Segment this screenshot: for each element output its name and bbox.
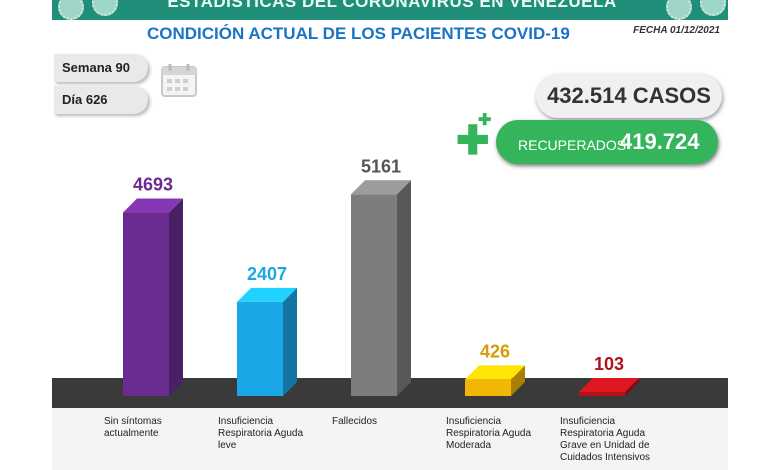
bar-side [169, 198, 183, 396]
bar-value-label: 2407 [247, 264, 287, 284]
recovered-panel: RECUPERADOS 419.724 [496, 120, 718, 164]
bar-chart-svg: 4693 2407 5161 426 103 [52, 156, 728, 470]
plus-icon: ✚ [478, 112, 492, 129]
category-label: Sin síntomas actualmente [104, 416, 162, 439]
bar-top [237, 287, 297, 302]
recovered-value: 419.724 [620, 129, 700, 154]
category-label: Insuficiencia Respiratoria Aguda Grave e… [560, 416, 651, 463]
bar-side [625, 377, 639, 396]
category-label: Insuficiencia Respiratoria Aguda leve [218, 416, 304, 451]
bar-top [351, 180, 411, 195]
infographic: ESTADISTICAS DEL CORONAVIRUS EN VENEZUEL… [52, 0, 728, 470]
chart-baseline-panel [52, 408, 728, 470]
bar-value-label: 4693 [133, 175, 173, 195]
report-date: FECHA 01/12/2021 [633, 25, 720, 36]
page-title: CONDICIÓN ACTUAL DE LOS PACIENTES COVID-… [147, 24, 570, 43]
virus-icon [92, 0, 118, 16]
bar-side [511, 365, 525, 396]
bar-value-label: 426 [480, 341, 510, 361]
bar-value-label: 103 [594, 354, 624, 374]
day-badge: Día 626 [54, 86, 148, 114]
bar-side [283, 287, 297, 396]
category-label: Fallecidos [332, 416, 378, 427]
recovered-label: RECUPERADOS [518, 137, 627, 153]
plus-icon: ✚ [456, 119, 490, 163]
bar [351, 194, 397, 396]
bar-side [397, 180, 411, 396]
virus-icon [666, 0, 692, 20]
week-badge: Semana 90 [54, 54, 148, 82]
bar-value-label: 5161 [361, 156, 401, 176]
bar-top [579, 377, 639, 392]
bar [579, 391, 625, 396]
bar-chart: 4693 2407 5161 426 103 Sin síntomas actualme… [52, 150, 728, 470]
bar [123, 212, 169, 396]
category-label: Insuficiencia Respiratoria Aguda Moderad… [446, 416, 532, 451]
bar-top [123, 198, 183, 213]
header-banner: ESTADISTICAS DEL CORONAVIRUS EN VENEZUEL… [52, 0, 728, 20]
banner-title: ESTADISTICAS DEL CORONAVIRUS EN VENEZUEL… [167, 0, 617, 11]
virus-icon [700, 0, 726, 16]
bar [465, 379, 511, 396]
virus-icon [58, 0, 84, 20]
bar [237, 301, 283, 396]
calendar-icon [161, 64, 197, 97]
total-cases: 432.514 CASOS [536, 74, 722, 118]
bar-top [465, 365, 525, 380]
